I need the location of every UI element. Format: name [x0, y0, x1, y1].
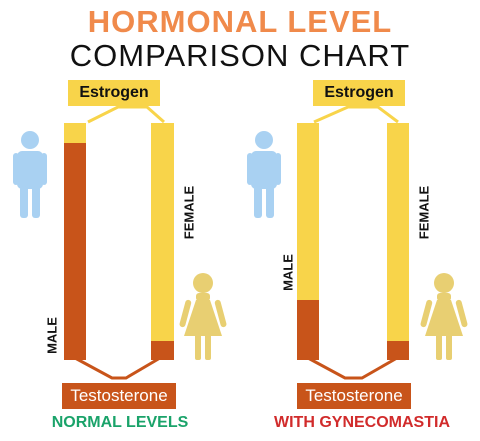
- caption-right: WITH GYNECOMASTIA: [274, 414, 450, 431]
- female-figure-icon: [420, 273, 468, 360]
- male-label-right: MALE: [280, 254, 296, 291]
- male-testosterone-bar-left: [64, 143, 86, 360]
- title-line-1: HORMONAL LEVEL: [87, 4, 393, 39]
- female-testosterone-bar-right: [387, 341, 409, 360]
- female-testosterone-bar-left: [151, 341, 174, 360]
- male-figure-icon: [13, 131, 47, 218]
- testosterone-label-left: Testosterone: [62, 383, 176, 409]
- female-label-right: FEMALE: [416, 185, 432, 240]
- female-estrogen-bar-left: [151, 123, 174, 341]
- male-testosterone-bar-right: [297, 300, 319, 360]
- estrogen-connector-right: [313, 105, 399, 124]
- testosterone-connector-left: [74, 356, 161, 380]
- title-line-2: COMPARISON CHART: [69, 38, 411, 73]
- testosterone-label-right: Testosterone: [297, 383, 411, 409]
- male-figure-icon: [247, 131, 281, 218]
- female-estrogen-bar-right: [387, 123, 409, 341]
- male-estrogen-bar-left: [64, 123, 86, 143]
- caption-left: NORMAL LEVELS: [51, 414, 189, 431]
- estrogen-label-left: Estrogen: [68, 80, 160, 106]
- estrogen-label-right: Estrogen: [313, 80, 405, 106]
- testosterone-connector-right: [307, 356, 398, 380]
- male-label-left: MALE: [44, 317, 60, 354]
- estrogen-connector-left: [87, 105, 165, 124]
- male-estrogen-bar-right: [297, 123, 319, 300]
- female-figure-icon: [179, 273, 227, 360]
- female-label-left: FEMALE: [181, 185, 197, 240]
